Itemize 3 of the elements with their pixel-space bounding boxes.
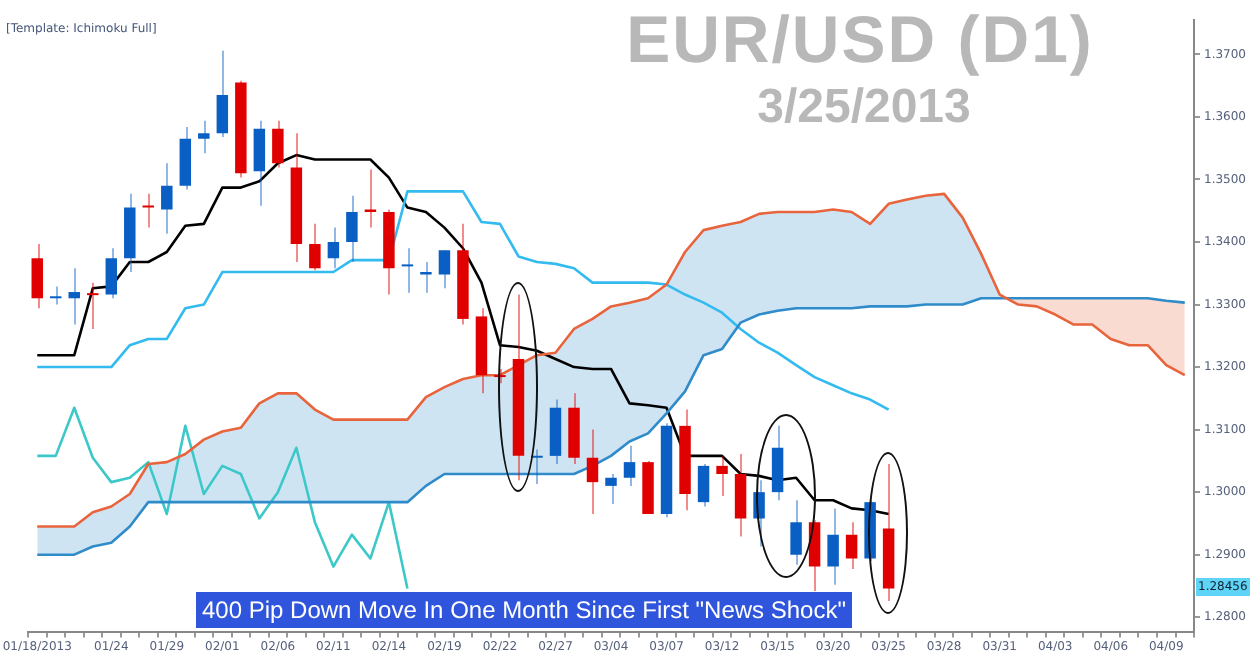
annotation: 400 Pip Down Move In One Month Since First "News Shock" bbox=[196, 592, 852, 628]
chart-title: EUR/USD (D1) bbox=[626, 2, 1094, 76]
text: 3/25/2013 bbox=[757, 80, 971, 136]
